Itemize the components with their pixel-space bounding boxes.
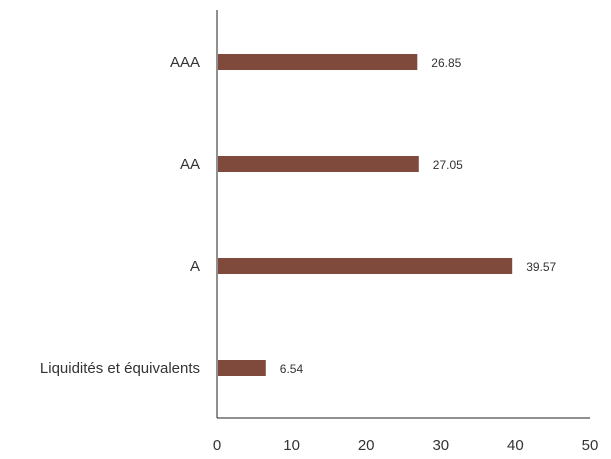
bars-group bbox=[218, 54, 513, 376]
category-label: AAA bbox=[170, 54, 200, 71]
bar bbox=[218, 360, 266, 376]
x-tick-label: 20 bbox=[358, 437, 375, 454]
x-axis-ticks-group: 0 10 20 30 40 50 bbox=[213, 437, 599, 454]
x-tick-label: 30 bbox=[432, 437, 449, 454]
value-label: 26.85 bbox=[431, 56, 461, 70]
bar bbox=[218, 258, 513, 274]
category-label: AA bbox=[180, 156, 200, 173]
category-label: Liquidités et équivalents bbox=[40, 360, 200, 377]
bar bbox=[218, 156, 419, 172]
x-tick-label: 0 bbox=[213, 437, 221, 454]
x-tick-label: 40 bbox=[507, 437, 524, 454]
value-label: 27.05 bbox=[433, 158, 463, 172]
bar bbox=[218, 54, 418, 70]
x-tick-label: 10 bbox=[283, 437, 300, 454]
x-tick-label: 50 bbox=[582, 437, 599, 454]
value-labels-group: 26.85 27.05 39.57 6.54 bbox=[280, 56, 557, 376]
category-label: A bbox=[190, 258, 200, 275]
value-label: 6.54 bbox=[280, 362, 304, 376]
value-label: 39.57 bbox=[526, 260, 556, 274]
